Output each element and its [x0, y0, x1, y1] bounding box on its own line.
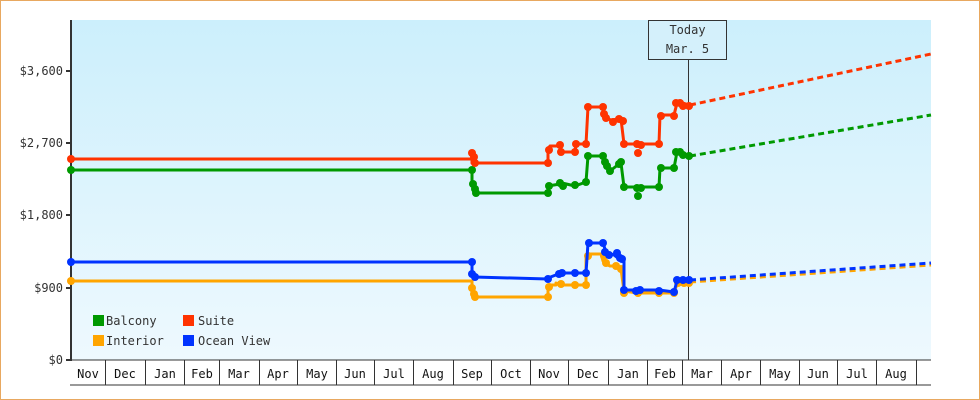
x-tick-label: Nov [538, 367, 560, 381]
x-tick-label: May [306, 367, 328, 381]
x-tick-label: Jun [344, 367, 366, 381]
x-tick-label: Apr [730, 367, 752, 381]
series-balcony [67, 148, 693, 200]
x-tick-label: Jul [846, 367, 868, 381]
legend-label: Balcony [106, 314, 157, 328]
ocean-view-forecast-line [689, 261, 932, 282]
x-tick-label: Jun [807, 367, 829, 381]
y-tick-label: $3,600 [20, 64, 63, 78]
legend-swatch-icon [93, 315, 104, 326]
x-tick-label: May [769, 367, 791, 381]
forecast-lines [689, 52, 932, 284]
x-tick-label: Dec [577, 367, 599, 381]
series-suite [67, 99, 693, 167]
legend-label: Interior [106, 334, 164, 348]
x-tick-label: Sep [461, 367, 483, 381]
legend-label: Ocean View [198, 334, 271, 348]
y-tick-label: $2,700 [20, 136, 63, 150]
x-tick-label: Apr [267, 367, 289, 381]
x-tick-label: Feb [191, 367, 213, 381]
today-marker: Today Mar. 5 [648, 20, 727, 60]
series-ocean-view [67, 239, 693, 296]
today-date: Mar. 5 [665, 42, 710, 56]
x-tick-label: Oct [500, 367, 522, 381]
plot-area [71, 20, 931, 360]
legend-item-balcony: Balcony [93, 314, 157, 328]
x-tick-label: Jul [383, 367, 405, 381]
today-label: Today [669, 23, 706, 37]
x-tick-label: Mar [691, 367, 713, 381]
legend-swatch-icon [93, 335, 104, 346]
x-tick-label: Aug [885, 367, 907, 381]
x-tick-label: Aug [422, 367, 444, 381]
y-tick-label: $900 [34, 281, 63, 295]
x-tick-label: Dec [114, 367, 136, 381]
interior-forecast-line [689, 263, 932, 284]
x-axis: Nov Dec Jan Feb Mar Apr May Jun Jul Aug … [70, 359, 931, 386]
suite-forecast-line [689, 52, 932, 107]
y-tick-label: $0 [49, 353, 63, 367]
x-tick-label: Jan [154, 367, 176, 381]
balcony-forecast-line [689, 113, 932, 158]
x-tick-label: Feb [654, 367, 676, 381]
legend: Balcony Suite Interior Ocean View [93, 314, 271, 348]
legend-swatch-icon [183, 315, 194, 326]
legend-label: Suite [198, 314, 234, 328]
legend-swatch-icon [183, 335, 194, 346]
legend-item-suite: Suite [183, 314, 234, 328]
legend-item-ocean-view: Ocean View [183, 334, 271, 348]
legend-item-interior: Interior [93, 334, 164, 348]
y-tick-label: $1,800 [20, 208, 63, 222]
y-axis-ticks: $0 $900 $1,800 $2,700 $3,600 [20, 64, 71, 367]
x-tick-label: Jan [617, 367, 639, 381]
x-tick-label: Mar [228, 367, 250, 381]
x-tick-label: Nov [77, 367, 99, 381]
